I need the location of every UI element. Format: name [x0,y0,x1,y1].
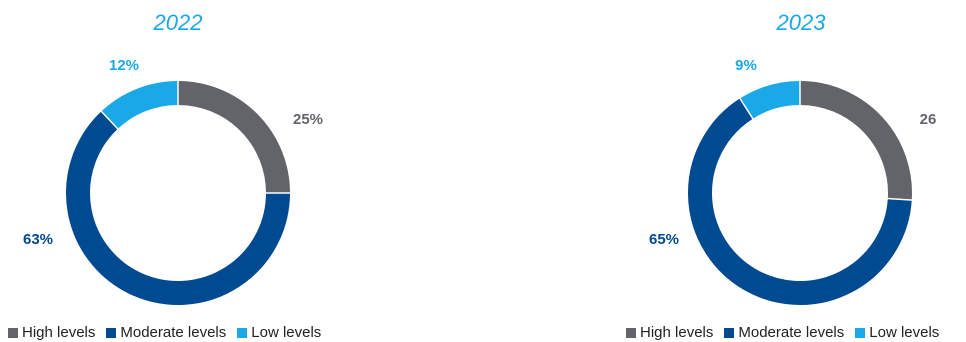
legend-item-low: Low levels [237,324,321,341]
donut-slice-low [739,81,801,119]
donut-slice-moderate [688,98,912,305]
data-label-high: 26 [920,111,937,128]
data-label-high: 25% [293,111,323,128]
legend-swatch-moderate [106,327,117,338]
legend-item-high: High levels [8,324,95,341]
donut-panel-2023: 2023 26 65% 9% High levels Moderate levels… [606,0,966,342]
legend-swatch-high [8,327,18,338]
legend-label-low: Low levels [869,324,940,341]
legend-label-moderate: Moderate levels [120,324,227,341]
data-label-moderate: 65% [649,231,679,248]
legend-item-low: Low levels [855,324,939,341]
legend-swatch-moderate [724,327,735,338]
donut-slice-low [101,81,179,130]
legend-swatch-low [855,327,866,338]
legend-swatch-low [237,327,248,338]
legend-item-high: High levels [626,324,713,341]
legend-item-moderate: Moderate levels [724,324,844,341]
legend-swatch-high [626,327,636,338]
legend-2023: High levels Moderate levels Low levels [626,324,939,341]
legend-item-moderate: Moderate levels [106,324,226,341]
legend-2022: High levels Moderate levels Low levels [8,324,321,341]
chart-title-2023: 2023 [776,10,826,35]
slice-separator [886,197,913,201]
donut-slice-high [799,81,912,201]
data-label-low: 9% [735,57,757,74]
legend-label-moderate: Moderate levels [738,324,845,341]
slice-separator [100,110,119,131]
donut-panel-2022: 2022 25% 63% 12% High levels Moderate leve… [0,0,360,342]
legend-label-high: High levels [640,324,714,341]
chart-title-2022: 2022 [153,10,203,35]
donut-slice-moderate [66,111,290,305]
data-label-low: 12% [109,57,139,74]
legend-label-high: High levels [22,324,96,341]
donut-chart-2023: 26 65% 9% [649,57,937,305]
donut-slice-high [177,81,290,194]
donut-chart-2022: 25% 63% 12% [23,57,323,305]
slice-separator [738,97,755,120]
legend-label-low: Low levels [251,324,322,341]
data-label-moderate: 63% [23,231,53,248]
